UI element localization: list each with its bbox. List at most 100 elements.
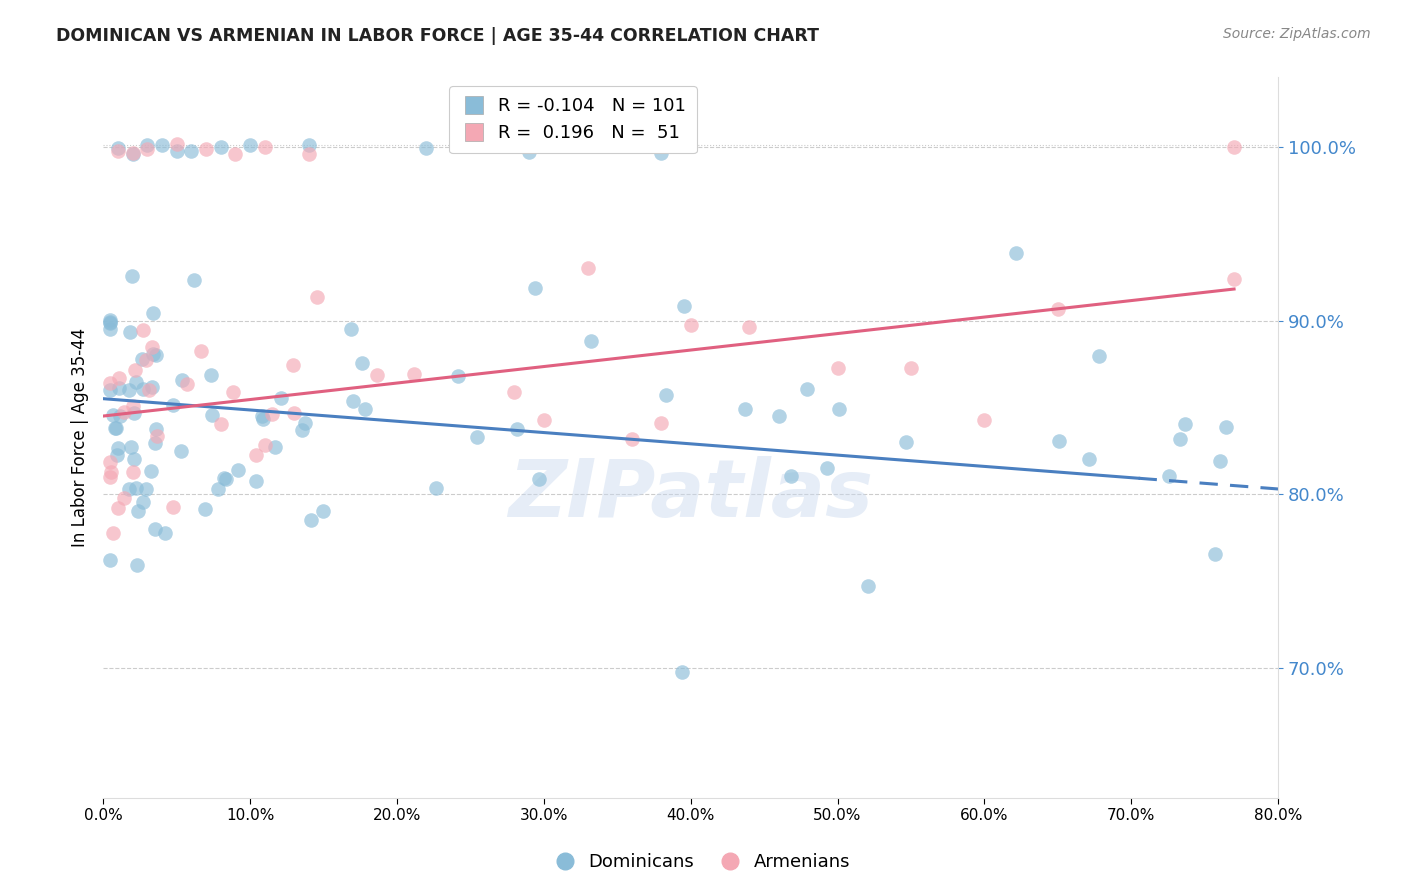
Legend: Dominicans, Armenians: Dominicans, Armenians bbox=[548, 847, 858, 879]
Point bbox=[118, 325, 141, 339]
Point bbox=[650, 416, 672, 430]
Point bbox=[339, 321, 361, 335]
Point bbox=[734, 401, 756, 416]
Point bbox=[100, 315, 122, 329]
Point bbox=[132, 382, 155, 396]
Point bbox=[1174, 417, 1197, 431]
Point bbox=[108, 381, 131, 395]
Point bbox=[108, 409, 131, 423]
Point bbox=[141, 464, 163, 478]
Point bbox=[100, 383, 122, 397]
Point bbox=[1047, 434, 1070, 449]
Point bbox=[209, 417, 232, 431]
Point bbox=[162, 500, 184, 515]
Point bbox=[107, 141, 129, 155]
Point bbox=[100, 454, 122, 468]
Text: DOMINICAN VS ARMENIAN IN LABOR FORCE | AGE 35-44 CORRELATION CHART: DOMINICAN VS ARMENIAN IN LABOR FORCE | A… bbox=[56, 27, 820, 45]
Point bbox=[207, 482, 229, 496]
Point bbox=[107, 501, 129, 516]
Point bbox=[105, 448, 128, 462]
Point bbox=[201, 408, 224, 422]
Point bbox=[100, 553, 122, 567]
Point bbox=[1223, 272, 1246, 286]
Point bbox=[100, 465, 122, 479]
Point bbox=[138, 384, 160, 398]
Point bbox=[194, 502, 217, 516]
Point bbox=[132, 322, 155, 336]
Text: ZIPatlas: ZIPatlas bbox=[508, 457, 873, 534]
Point bbox=[194, 142, 217, 156]
Point bbox=[141, 340, 163, 354]
Point bbox=[673, 299, 696, 313]
Point bbox=[125, 375, 148, 389]
Point bbox=[125, 481, 148, 495]
Point bbox=[517, 145, 540, 160]
Legend: R = -0.104   N = 101, R =  0.196   N =  51: R = -0.104 N = 101, R = 0.196 N = 51 bbox=[450, 87, 697, 153]
Point bbox=[118, 383, 141, 397]
Point bbox=[121, 268, 143, 283]
Point bbox=[1088, 349, 1111, 363]
Point bbox=[135, 482, 157, 496]
Point bbox=[122, 451, 145, 466]
Point bbox=[150, 138, 173, 153]
Text: Source: ZipAtlas.com: Source: ZipAtlas.com bbox=[1223, 27, 1371, 41]
Point bbox=[142, 347, 165, 361]
Point bbox=[166, 136, 188, 151]
Point bbox=[828, 401, 851, 416]
Point bbox=[170, 444, 193, 458]
Point bbox=[162, 398, 184, 412]
Point bbox=[1204, 547, 1226, 561]
Point bbox=[342, 394, 364, 409]
Point bbox=[166, 145, 188, 159]
Point bbox=[101, 526, 124, 541]
Point bbox=[121, 145, 143, 160]
Point bbox=[122, 406, 145, 420]
Point bbox=[100, 316, 122, 330]
Point bbox=[447, 369, 470, 384]
Point bbox=[107, 144, 129, 158]
Point bbox=[252, 409, 274, 424]
Point bbox=[283, 358, 305, 372]
Point bbox=[1168, 432, 1191, 446]
Point bbox=[738, 320, 761, 334]
Point bbox=[305, 291, 328, 305]
Point bbox=[209, 140, 232, 154]
Point bbox=[856, 579, 879, 593]
Point bbox=[1209, 454, 1232, 468]
Point bbox=[104, 421, 127, 435]
Point bbox=[145, 348, 167, 362]
Point bbox=[141, 380, 163, 394]
Point bbox=[263, 440, 285, 454]
Point bbox=[506, 422, 529, 436]
Point bbox=[170, 372, 193, 386]
Point bbox=[190, 343, 212, 358]
Point bbox=[155, 526, 177, 541]
Point bbox=[896, 435, 918, 450]
Point bbox=[200, 368, 222, 382]
Point bbox=[290, 424, 312, 438]
Point bbox=[1215, 420, 1237, 434]
Point bbox=[827, 361, 849, 376]
Point bbox=[354, 402, 377, 417]
Point bbox=[254, 437, 277, 451]
Point bbox=[215, 472, 238, 486]
Point bbox=[122, 399, 145, 413]
Point bbox=[101, 408, 124, 422]
Point bbox=[104, 420, 127, 434]
Point bbox=[527, 472, 550, 486]
Point bbox=[107, 441, 129, 455]
Point bbox=[311, 504, 333, 518]
Point bbox=[252, 412, 274, 426]
Point bbox=[136, 142, 159, 156]
Point bbox=[146, 429, 169, 443]
Point bbox=[131, 351, 153, 366]
Point bbox=[253, 140, 276, 154]
Point bbox=[294, 416, 316, 430]
Point bbox=[1157, 469, 1180, 483]
Point bbox=[298, 138, 321, 153]
Point bbox=[239, 138, 262, 153]
Point bbox=[135, 352, 157, 367]
Point bbox=[815, 461, 838, 475]
Point bbox=[120, 440, 142, 454]
Point bbox=[973, 413, 995, 427]
